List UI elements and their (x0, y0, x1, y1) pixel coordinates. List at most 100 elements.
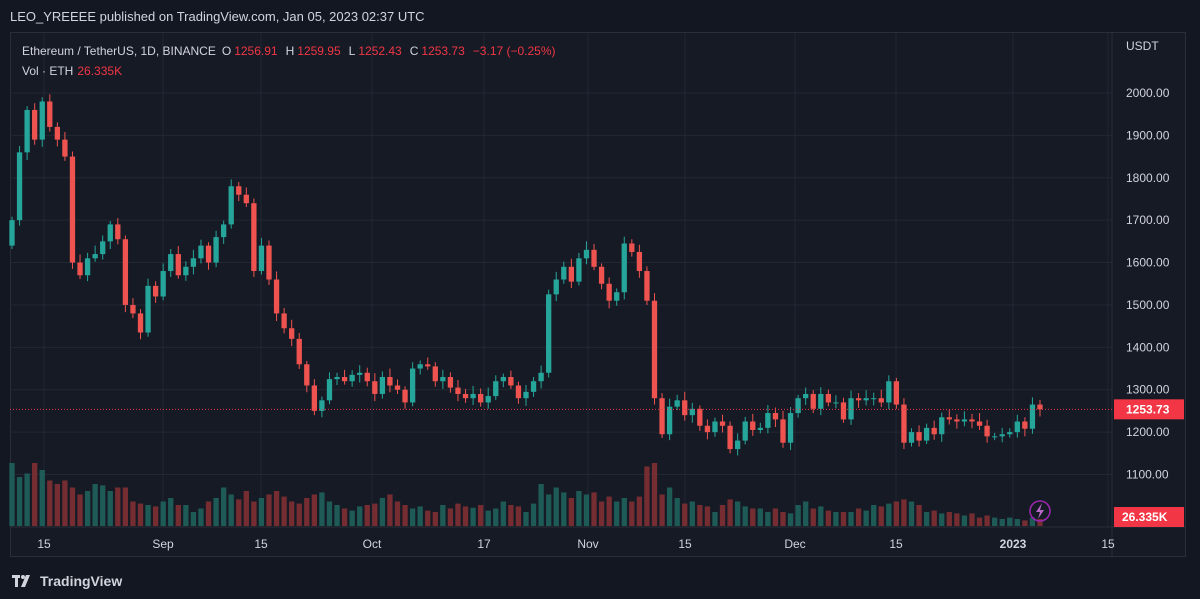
volume-bar (757, 508, 763, 526)
candle-body (326, 379, 333, 401)
volume-bar (803, 501, 809, 526)
candle-body (425, 364, 431, 367)
volume-legend-row: Vol · ETH 26.335K (22, 61, 564, 81)
volume-bar (772, 508, 779, 526)
volume-bar (863, 510, 869, 526)
volume-bar (636, 496, 643, 526)
x-tick-label: Sep (152, 537, 174, 551)
candle-body (409, 368, 416, 403)
volume-bar (712, 512, 718, 526)
candle-body (168, 254, 174, 272)
x-tick-label: 17 (477, 537, 491, 551)
x-tick-label: 15 (37, 537, 51, 551)
candle-body (916, 432, 922, 441)
candle-body (682, 400, 688, 416)
candle-body (742, 421, 748, 441)
volume-bar (946, 512, 952, 526)
candle-body (1029, 404, 1036, 429)
lightning-bolt-icon (1036, 503, 1044, 519)
volume-bar (561, 492, 567, 526)
low-value: 1252.43 (358, 44, 402, 58)
volume-bar (1037, 519, 1043, 526)
volume-bar (69, 487, 76, 526)
candle-body (735, 440, 741, 450)
volume-bar (878, 506, 884, 526)
candle-body (621, 243, 627, 293)
volume-bar (311, 494, 317, 526)
candle-body (47, 101, 53, 127)
volume-bar (243, 491, 249, 526)
volume-bar (908, 501, 915, 526)
volume-bar (976, 517, 983, 526)
volume-label[interactable]: Vol · ETH (22, 64, 74, 78)
volume-bar (546, 494, 552, 526)
high-label: H (285, 44, 295, 58)
tradingview-footer: TradingView (0, 562, 1200, 599)
candle-body (69, 156, 76, 263)
candle-body (651, 300, 658, 399)
volume-bar (137, 503, 144, 526)
volume-bar (523, 512, 529, 526)
volume-bar (364, 505, 370, 526)
y-tick-label: 1400.00 (1126, 340, 1170, 354)
volume-bar (893, 501, 900, 526)
candle-body (644, 271, 650, 301)
volume-bar (500, 501, 506, 526)
candle-body (122, 239, 129, 305)
volume-bar (810, 508, 816, 526)
volume-bar (923, 512, 930, 526)
candle-body (432, 366, 438, 382)
candle-body (447, 377, 454, 388)
last-price-badge-label: 1253.73 (1126, 402, 1170, 416)
volume-bar (213, 498, 219, 526)
candle-body (372, 381, 378, 394)
volume-bar (598, 501, 605, 526)
candle-body (984, 425, 990, 437)
y-tick-label: 1600.00 (1126, 256, 1170, 270)
volume-bar (145, 505, 151, 526)
candle-body (901, 404, 907, 443)
symbol-label[interactable]: Ethereum / TetherUS, 1D, BINANCE (22, 44, 216, 58)
volume-bar (568, 498, 574, 526)
last-volume-badge-label: 26.335K (1122, 510, 1168, 524)
candle-body (780, 419, 786, 443)
volume-bar (447, 508, 454, 526)
volume-bar (855, 508, 862, 526)
volume-bar (122, 487, 129, 526)
candle-body (251, 203, 257, 272)
volume-bar (697, 505, 703, 526)
candle-body (334, 377, 340, 380)
candle-body (787, 413, 794, 443)
candle-body (243, 194, 249, 204)
open-label: O (221, 44, 232, 58)
candle-body (100, 241, 106, 255)
candle-body (54, 126, 60, 140)
tradingview-brand-text[interactable]: TradingView (40, 572, 123, 589)
candle-body (727, 425, 733, 450)
volume-bar (205, 501, 212, 526)
tradingview-logo-icon[interactable] (12, 574, 34, 587)
candle-body (893, 381, 900, 405)
volume-bar (394, 501, 401, 526)
volume-bar (644, 466, 650, 526)
y-tick-label: 1100.00 (1126, 468, 1169, 482)
candle-body (674, 400, 680, 407)
candle-body (825, 393, 831, 403)
candle-body (379, 377, 386, 394)
volume-bar (107, 491, 113, 526)
candle-body (833, 402, 839, 404)
volume-bar (462, 506, 469, 526)
volume-bar (485, 510, 491, 526)
lightning-icon[interactable] (1029, 500, 1051, 522)
volume-bar (871, 505, 877, 526)
volume-bar (508, 505, 514, 526)
volume-bar (281, 496, 287, 526)
volume-bar (470, 507, 476, 526)
candle-body (462, 393, 469, 399)
candle-body (311, 385, 317, 411)
candle-body (16, 152, 23, 221)
volume-bar (152, 506, 159, 526)
candle-body (485, 396, 491, 403)
candle-body (1022, 421, 1028, 429)
